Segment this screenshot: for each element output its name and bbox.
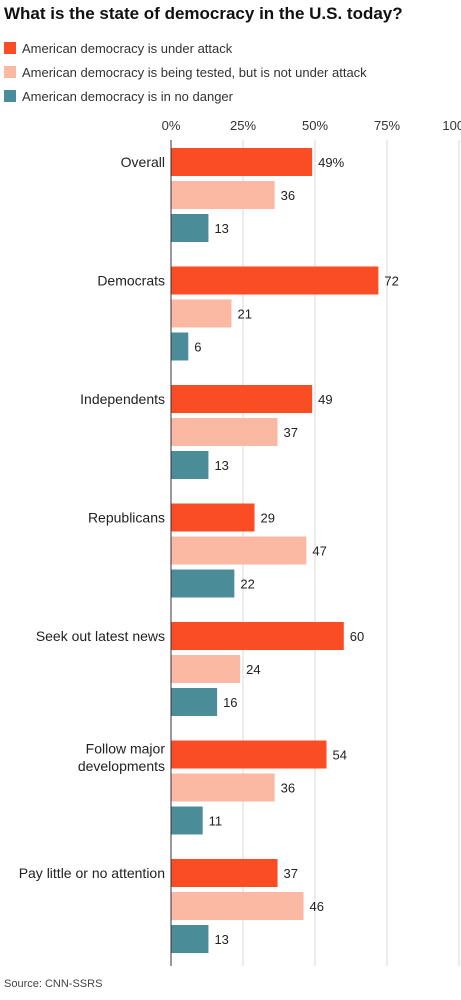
bar-independents-1 [171,418,278,446]
value-label-seek-out-latest-news-2: 16 [223,695,237,710]
x-tick-label-0: 0% [162,118,181,133]
x-tick-label-50: 50% [302,118,328,133]
bar-seek-out-latest-news-1 [171,655,241,683]
value-label-democrats-2: 6 [194,340,201,355]
legend: American democracy is under attack Ameri… [4,36,367,108]
value-label-seek-out-latest-news-1: 24 [246,662,260,677]
bar-seek-out-latest-news-0 [171,622,344,650]
value-label-overall-2: 13 [214,221,228,236]
value-label-overall-0: 49% [318,155,344,170]
bar-overall-0 [171,148,313,176]
bar-republicans-2 [171,569,235,598]
legend-swatch-being-tested [4,66,16,78]
bar-independents-0 [171,385,313,413]
value-label-independents-2: 13 [214,458,228,473]
legend-swatch-under-attack [4,42,16,54]
bar-pay-little-or-no-attention-2 [171,925,209,953]
category-label-democrats: Democrats [97,273,165,289]
legend-item-under-attack: American democracy is under attack [4,36,367,60]
value-label-democrats-1: 21 [237,307,251,322]
bar-follow-major-developments-1 [171,773,275,802]
legend-item-being-tested: American democracy is being tested, but … [4,60,367,84]
legend-label-no-danger: American democracy is in no danger [22,88,233,104]
bar-independents-2 [171,451,209,479]
bar-seek-out-latest-news-2 [171,688,218,716]
category-label-pay-little-or-no-attention: Pay little or no attention [19,865,165,881]
bar-follow-major-developments-2 [171,806,203,835]
value-label-independents-0: 49 [318,392,332,407]
value-label-pay-little-or-no-attention-1: 46 [309,899,323,914]
bar-follow-major-developments-0 [171,740,327,769]
bar-republicans-0 [171,503,255,532]
bar-republicans-1 [171,536,307,565]
bar-democrats-1 [171,299,232,328]
value-label-overall-1: 36 [281,188,295,203]
value-label-republicans-0: 29 [261,511,275,526]
value-label-democrats-0: 72 [384,274,398,289]
bar-pay-little-or-no-attention-0 [171,859,278,887]
bar-overall-1 [171,181,275,209]
legend-label-under-attack: American democracy is under attack [22,40,233,56]
value-label-follow-major-developments-1: 36 [281,781,295,796]
value-label-follow-major-developments-2: 11 [209,814,223,829]
x-tick-label-75: 75% [374,118,400,133]
legend-label-being-tested: American democracy is being tested, but … [22,64,367,80]
bar-pay-little-or-no-attention-1 [171,892,304,920]
value-label-seek-out-latest-news-0: 60 [350,629,364,644]
x-tick-label-100: 100% [442,118,461,133]
legend-item-no-danger: American democracy is in no danger [4,84,367,108]
x-tick-label-25: 25% [230,118,256,133]
value-label-republicans-2: 22 [240,577,254,592]
value-label-republicans-1: 47 [312,544,326,559]
value-label-pay-little-or-no-attention-0: 37 [284,866,298,881]
category-label-overall: Overall [121,154,165,170]
value-label-follow-major-developments-0: 54 [333,748,347,763]
legend-swatch-no-danger [4,90,16,102]
bar-democrats-2 [171,332,189,361]
category-label-seek-out-latest-news: Seek out latest news [36,628,165,644]
source-note: Source: CNN-SSRS [4,978,103,990]
category-label-republicans: Republicans [88,510,165,526]
category-label-independents: Independents [80,391,165,407]
value-label-independents-1: 37 [284,425,298,440]
bar-democrats-0 [171,266,379,295]
value-label-pay-little-or-no-attention-2: 13 [214,932,228,947]
category-label-follow-major-developments: Follow major developments [78,740,166,774]
bar-overall-2 [171,214,209,242]
chart-title: What is the state of democracy in the U.… [4,4,403,23]
